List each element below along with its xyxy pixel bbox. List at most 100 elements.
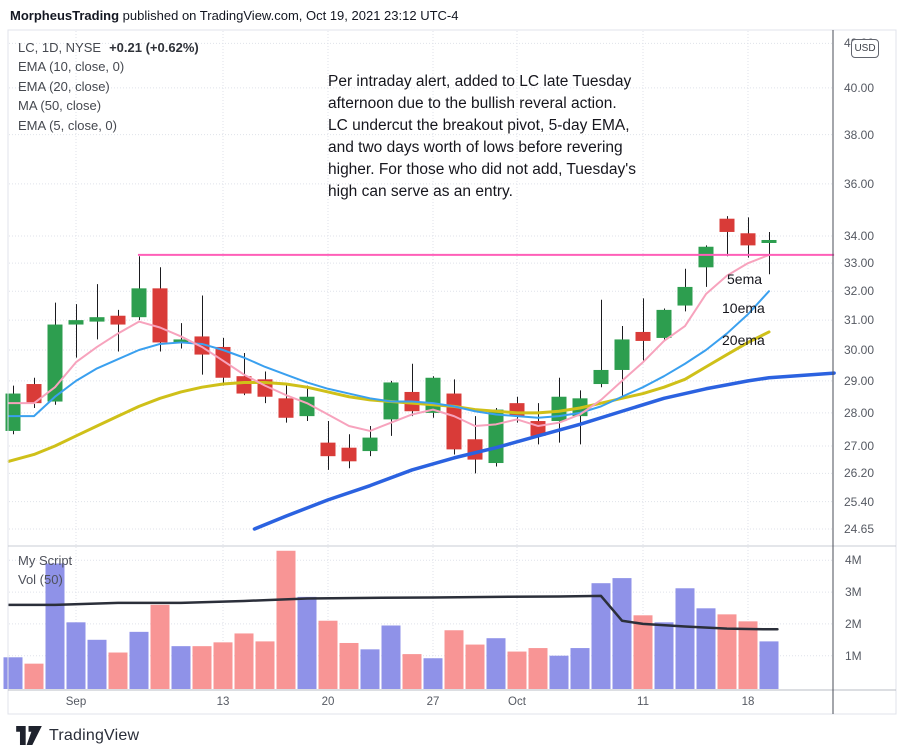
volume-bar xyxy=(318,620,338,689)
time-axis-label[interactable]: Oct xyxy=(508,696,526,708)
volume-bar xyxy=(423,658,443,689)
volume-bar xyxy=(213,642,233,689)
price-axis-label[interactable]: 26.20 xyxy=(844,466,875,481)
time-axis-label[interactable]: 13 xyxy=(216,696,230,708)
volume-bar xyxy=(3,657,23,689)
price-axis-label[interactable]: 29.00 xyxy=(844,373,875,388)
volume-indicator-label: Vol (50) xyxy=(18,572,63,587)
price-axis-label[interactable]: 38.00 xyxy=(844,127,875,142)
volume-bar xyxy=(87,639,107,689)
volume-bar xyxy=(465,644,485,689)
price-axis-label[interactable]: 32.00 xyxy=(844,284,875,299)
candle-body xyxy=(110,315,126,325)
candle-body xyxy=(320,442,336,457)
volume-bar xyxy=(612,578,632,689)
volume-bar xyxy=(633,615,653,689)
volume-bar xyxy=(381,625,401,689)
volume-axis-label[interactable]: 1M xyxy=(845,648,862,663)
time-axis-label[interactable]: 11 xyxy=(637,696,649,708)
candle-body xyxy=(68,320,84,325)
candle-body xyxy=(26,384,42,404)
price-axis-label[interactable]: 25.40 xyxy=(844,494,875,509)
chart-frame xyxy=(7,29,897,715)
volume-axis-label[interactable]: 4M xyxy=(845,553,862,568)
volume-bar xyxy=(717,614,737,689)
ema-tag-5ema: 5ema xyxy=(727,271,763,287)
price-axis-label[interactable]: 31.00 xyxy=(844,313,875,328)
legend-indicator-row: EMA (10, close, 0) xyxy=(18,59,125,75)
candle-body xyxy=(89,317,105,322)
candle-body xyxy=(446,393,462,450)
volume-bar xyxy=(150,604,170,689)
legend-indicator-row: EMA (5, close, 0) xyxy=(18,117,117,133)
price-axis-label[interactable]: 28.00 xyxy=(844,405,875,420)
candle-body xyxy=(614,339,630,370)
candle-body xyxy=(719,218,735,232)
volume-bar xyxy=(486,638,506,689)
price-axis-label[interactable]: 34.00 xyxy=(844,228,875,243)
price-axis-label[interactable]: 33.00 xyxy=(844,256,875,271)
candle-body xyxy=(152,288,168,343)
ema-tag-20ema: 20ema xyxy=(722,332,765,348)
annotation-note: Per intraday alert, added to LC late Tue… xyxy=(328,73,636,200)
candle-body xyxy=(593,369,609,385)
publish-info: published on TradingView.com, Oct 19, 20… xyxy=(119,8,459,23)
price-axis-label[interactable]: 30.00 xyxy=(844,342,875,357)
volume-bar xyxy=(339,642,359,689)
time-axis-label[interactable]: Sep xyxy=(65,696,87,708)
candle-body xyxy=(740,233,756,246)
volume-bar xyxy=(549,655,569,689)
volume-axis-label[interactable]: 2M xyxy=(845,616,862,631)
time-axis-label[interactable]: 20 xyxy=(321,696,335,708)
candle-body xyxy=(677,286,693,306)
currency-badge: USD xyxy=(851,39,879,58)
volume-bar xyxy=(171,646,191,689)
price-axis-label[interactable]: 27.00 xyxy=(844,438,875,453)
candle-body xyxy=(467,439,483,460)
legend-symbol-row: LC, 1D, NYSE +0.21 (+0.62%) xyxy=(18,38,199,57)
volume-bar xyxy=(108,652,128,689)
volume-bar xyxy=(738,621,758,689)
candle-body xyxy=(698,246,714,268)
volume-bar xyxy=(675,588,695,689)
candle-body xyxy=(236,376,252,394)
price-change: +0.21 (+0.62%) xyxy=(109,40,199,55)
time-axis-label[interactable]: 27 xyxy=(426,696,440,708)
tradingview-mark-icon xyxy=(16,726,42,745)
volume-bar xyxy=(528,648,548,689)
volume-ma-line xyxy=(7,594,779,631)
tradingview-logo: TradingView xyxy=(16,726,139,745)
volume-bar xyxy=(444,630,464,689)
price-axis-label[interactable]: 24.65 xyxy=(844,521,875,536)
brand-text: TradingView xyxy=(49,726,140,744)
page-title: MorpheusTrading published on TradingView… xyxy=(10,8,458,23)
author-name: MorpheusTrading xyxy=(10,8,120,23)
volume-bar xyxy=(255,641,275,689)
ema5-line xyxy=(7,253,770,432)
legend-indicator-row: EMA (20, close) xyxy=(18,78,110,94)
volume-bar xyxy=(192,646,212,689)
candle-body xyxy=(488,409,504,464)
candle-body xyxy=(635,331,651,341)
volume-axis-label[interactable]: 3M xyxy=(845,585,862,600)
price-axis-label[interactable]: 36.00 xyxy=(844,176,875,191)
candle-body xyxy=(362,437,378,452)
candle-body xyxy=(131,288,147,318)
volume-bar xyxy=(570,648,590,689)
volume-bar xyxy=(66,622,86,689)
ema10-line xyxy=(7,290,770,419)
legend-indicator-row: MA (50, close) xyxy=(18,98,102,114)
volume-bar xyxy=(297,596,317,689)
volume-bar xyxy=(24,663,44,689)
price-axis-label[interactable]: 40.00 xyxy=(844,80,875,95)
volume-bar xyxy=(507,651,527,689)
volume-bar xyxy=(759,641,779,689)
volume-bar xyxy=(654,622,674,689)
volume-bar xyxy=(402,654,422,689)
time-axis-label[interactable]: 18 xyxy=(741,696,755,708)
volume-bar xyxy=(129,631,149,689)
candle-body xyxy=(761,239,777,243)
volume-bar xyxy=(696,608,716,689)
